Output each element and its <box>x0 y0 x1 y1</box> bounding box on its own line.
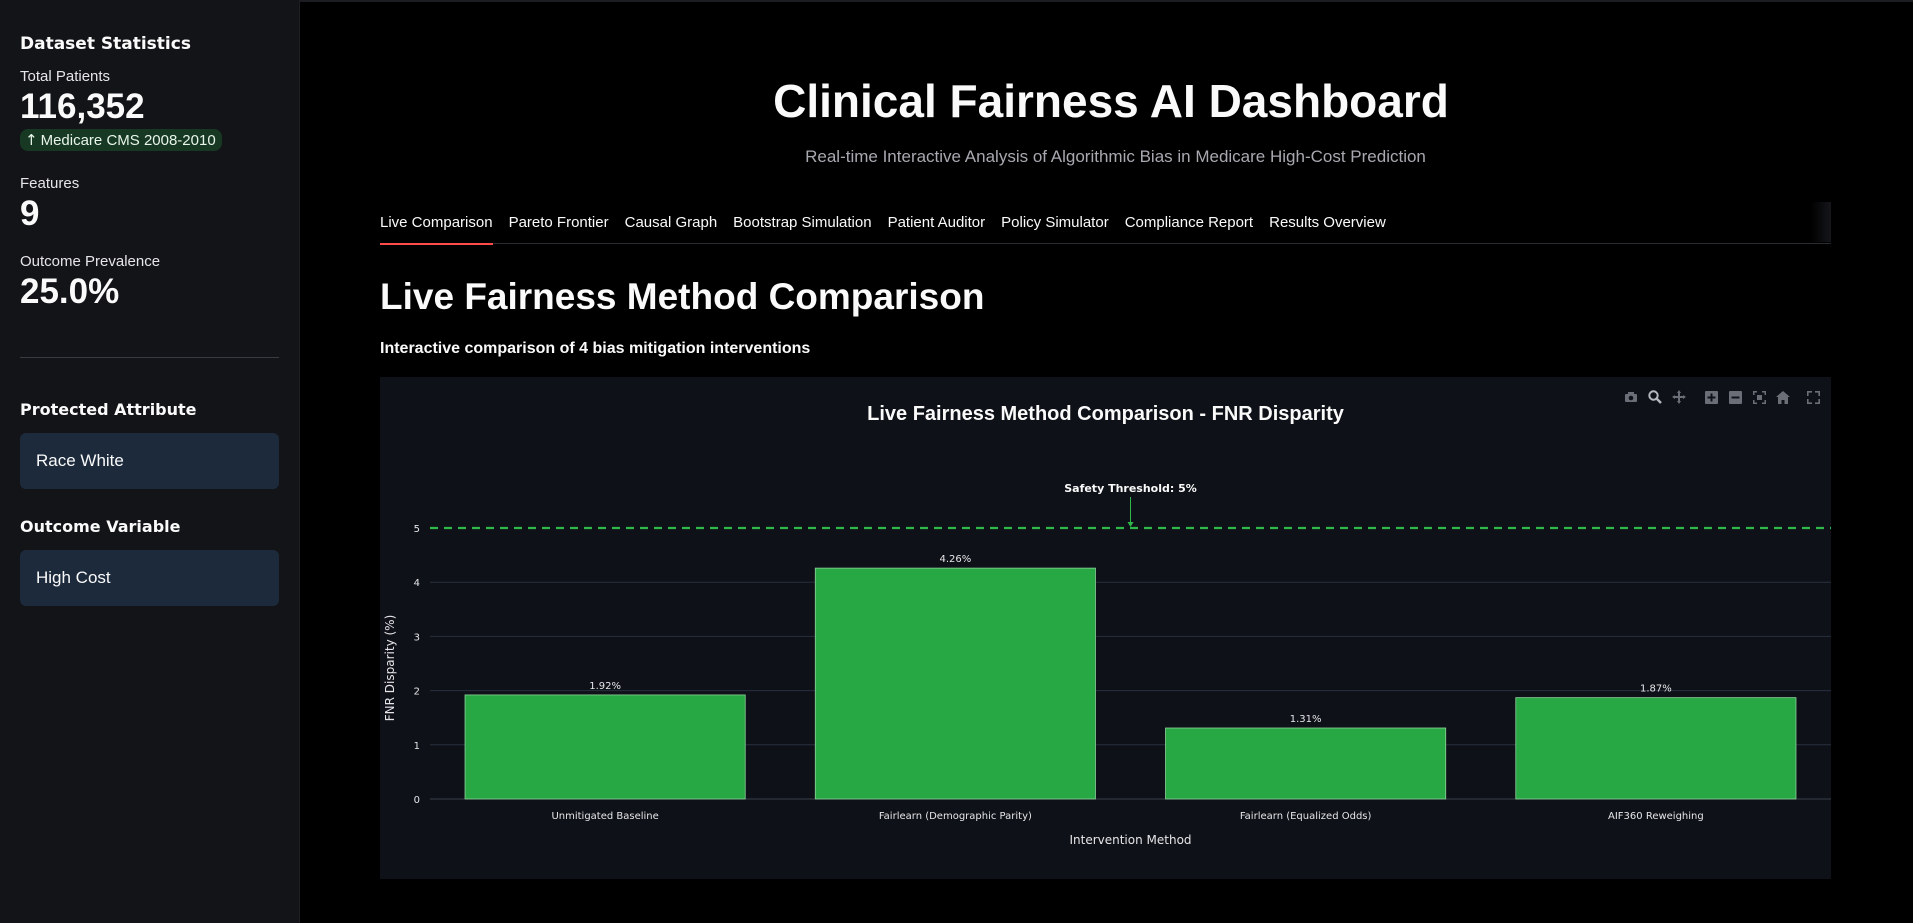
home-icon[interactable] <box>1771 387 1795 407</box>
fullscreen-icon[interactable] <box>1801 387 1825 407</box>
metric-delta-text: Medicare CMS 2008-2010 <box>40 132 216 150</box>
metric-total-patients: Total Patients 116,352 ↑ Medicare CMS 200… <box>20 68 279 152</box>
y-tick-label: 3 <box>414 632 420 643</box>
bar <box>464 694 746 800</box>
page-title-text: Clinical Fairness AI Dashboard <box>773 75 1449 127</box>
x-tick-label: Fairlearn (Demographic Parity) <box>879 811 1032 822</box>
zoom-in-icon[interactable] <box>1699 387 1723 407</box>
page-title: Clinical Fairness AI Dashboard <box>300 74 1913 128</box>
x-axis-title: Intervention Method <box>1069 833 1191 847</box>
camera-icon[interactable] <box>1619 387 1643 407</box>
autoscale-icon[interactable] <box>1747 387 1771 407</box>
page-subtitle: Real-time Interactive Analysis of Algori… <box>300 147 1913 167</box>
metric-label: Outcome Prevalence <box>20 252 161 270</box>
protected-attribute-select[interactable]: Race White <box>20 432 279 489</box>
section-subtitle: Interactive comparison of 4 bias mitigat… <box>380 340 811 357</box>
bar-data-label: 1.92% <box>589 681 621 692</box>
bar <box>1165 727 1447 800</box>
page-subtitle-text: Real-time Interactive Analysis of Algori… <box>805 147 1426 166</box>
metric-label: Total Patients <box>20 68 111 85</box>
threshold-annotation: Safety Threshold: 5% <box>1064 482 1197 495</box>
bar-data-label: 4.26% <box>939 554 971 565</box>
protected-attribute-value: Race White <box>36 450 124 470</box>
y-tick-label: 0 <box>414 795 420 806</box>
sidebar-divider <box>20 356 279 358</box>
zoom-icon[interactable] <box>1643 387 1667 407</box>
tab-causal-graph[interactable]: Causal Graph <box>624 214 718 231</box>
protected-attribute-heading: Protected Attribute <box>20 399 197 419</box>
metric-value: 9 <box>20 194 40 234</box>
tab-results-overview[interactable]: Results Overview <box>1269 214 1386 231</box>
x-tick-label: AIF360 Reweighing <box>1608 811 1704 822</box>
zoom-out-icon[interactable] <box>1723 387 1747 407</box>
chart-container: Live Fairness Method Comparison - FNR Di… <box>380 377 1831 879</box>
bar-chart: Live Fairness Method Comparison - FNR Di… <box>383 403 1831 847</box>
metric-label: Features <box>20 175 80 193</box>
section-title: Live Fairness Method Comparison <box>380 276 985 317</box>
tab-patient-auditor[interactable]: Patient Auditor <box>887 214 986 231</box>
outcome-variable-select[interactable]: High Cost <box>20 549 279 606</box>
tab-live-comparison[interactable]: Live Comparison <box>380 202 493 245</box>
bar <box>814 567 1096 800</box>
tab-pareto-frontier[interactable]: Pareto Frontier <box>508 214 609 231</box>
outcome-variable-heading: Outcome Variable <box>20 516 181 536</box>
pan-icon[interactable] <box>1667 387 1691 407</box>
metric-value: 116,352 <box>20 87 145 126</box>
tabs-scroll-fade <box>1811 202 1831 242</box>
y-tick-label: 5 <box>414 524 420 535</box>
tab-bootstrap-simulation[interactable]: Bootstrap Simulation <box>733 214 872 231</box>
tab-policy-simulator[interactable]: Policy Simulator <box>1001 214 1109 231</box>
threshold-arrowhead <box>1127 522 1134 527</box>
y-tick-label: 2 <box>414 687 420 698</box>
chart-modebar <box>1619 387 1825 407</box>
sidebar-heading: Dataset Statistics <box>20 34 191 54</box>
tab-compliance-report[interactable]: Compliance Report <box>1124 214 1254 231</box>
metric-features: Features 9 <box>20 175 279 234</box>
x-tick-label: Fairlearn (Equalized Odds) <box>1240 811 1372 822</box>
y-tick-label: 4 <box>414 578 420 589</box>
sidebar: Dataset Statistics Total Patients 116,35… <box>0 0 300 923</box>
y-tick-label: 1 <box>414 741 420 752</box>
arrow-up-icon: ↑ <box>25 131 38 150</box>
bar <box>1515 697 1797 800</box>
x-tick-label: Unmitigated Baseline <box>551 811 658 822</box>
metric-outcome-prevalence: Outcome Prevalence 25.0% <box>20 253 279 312</box>
bar-data-label: 1.31% <box>1290 714 1322 725</box>
chart-title: Live Fairness Method Comparison - FNR Di… <box>867 403 1345 425</box>
bar-data-label: 1.87% <box>1640 684 1672 695</box>
metric-value: 25.0% <box>20 271 120 311</box>
metric-delta-badge: ↑ Medicare CMS 2008-2010 <box>20 129 222 152</box>
tab-bar: Live Comparison Pareto Frontier Causal G… <box>380 202 1831 245</box>
main-content: Clinical Fairness AI Dashboard Real-time… <box>300 0 1913 923</box>
outcome-variable-value: High Cost <box>36 567 111 587</box>
y-axis-title: FNR Disparity (%) <box>383 615 397 721</box>
